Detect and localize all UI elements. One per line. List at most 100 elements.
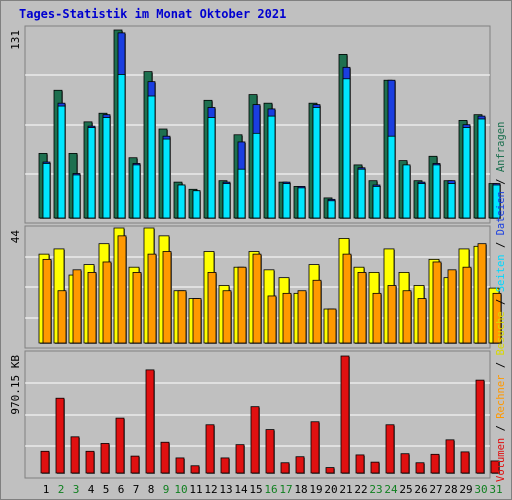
bar-volumen-day-23: [370, 461, 380, 474]
bar-volumen-day-15: [250, 406, 260, 474]
bar-seiten-day-7: [132, 164, 141, 219]
bar-volumen-day-25: [400, 453, 410, 474]
bar-seiten-day-14: [237, 168, 246, 219]
x-label-day-14: 14: [234, 483, 248, 496]
x-label-day-3: 3: [73, 483, 80, 496]
x-label-day-9: 9: [163, 483, 170, 496]
bar-rechner-day-22: [357, 272, 367, 344]
x-label-day-24: 24: [384, 483, 398, 496]
x-label-day-2: 2: [58, 483, 65, 496]
bar-rechner-day-20: [327, 308, 337, 344]
bar-volumen-day-24: [385, 424, 395, 474]
bar-seiten-day-5: [102, 117, 111, 219]
y-max-label-bottom: 970.15 KB: [9, 355, 22, 415]
x-label-day-17: 17: [279, 483, 292, 496]
bar-rechner-day-12: [207, 272, 217, 344]
bar-rechner-day-27: [432, 261, 442, 344]
bar-rechner-day-1: [42, 258, 52, 344]
chart-panels: 131 44 970.15 KB: [9, 25, 502, 479]
x-label-day-13: 13: [219, 483, 232, 496]
panel-bottom: 970.15 KB: [9, 350, 500, 479]
bar-rechner-day-7: [132, 272, 142, 344]
bar-seiten-day-20: [327, 200, 336, 219]
bar-seiten-day-25: [402, 164, 411, 219]
legend-rechner: Rechner: [495, 375, 507, 419]
bar-rechner-day-8: [147, 253, 157, 344]
bar-volumen-day-19: [310, 421, 320, 474]
bar-volumen-day-9: [160, 441, 170, 474]
x-label-day-30: 30: [474, 483, 487, 496]
bar-rechner-day-16: [267, 295, 277, 344]
bar-seiten-day-19: [312, 107, 321, 219]
x-label-day-11: 11: [189, 483, 202, 496]
right-axis-legend: Volumen / Rechner / Besuche / Seiten / D…: [495, 122, 507, 482]
x-label-day-6: 6: [118, 483, 125, 496]
bar-seiten-day-18: [297, 187, 306, 219]
bar-seiten-day-3: [72, 174, 81, 219]
x-label-day-29: 29: [459, 483, 472, 496]
bar-seiten-day-24: [387, 135, 396, 219]
bar-seiten-day-16: [267, 115, 276, 219]
legend-dateien: Dateien: [495, 191, 507, 235]
bar-seiten-day-2: [57, 105, 66, 219]
legend-separator: /: [495, 292, 507, 311]
bar-rechner-day-10: [177, 290, 187, 344]
bar-seiten-day-4: [87, 127, 96, 219]
x-label-day-19: 19: [309, 483, 322, 496]
bar-rechner-day-26: [417, 298, 427, 344]
x-axis-labels: 1 2 3 4 5 6 7 8 9 10 11 12 13 14 15 16 17 18 19 20 21 22 23 24 2…: [43, 483, 503, 496]
bar-volumen-day-21: [340, 355, 350, 474]
bar-rechner-day-6: [117, 235, 127, 344]
bar-rechner-day-19: [312, 279, 322, 344]
bar-volumen-day-31: [490, 460, 500, 474]
bar-volumen-day-8: [145, 369, 155, 474]
bar-seiten-day-12: [207, 117, 216, 219]
bar-volumen-day-27: [430, 453, 440, 474]
bar-rechner-day-28: [447, 269, 457, 344]
bar-volumen-day-14: [235, 444, 245, 474]
bar-rechner-day-14: [237, 266, 247, 344]
y-max-label-middle: 44: [9, 230, 22, 244]
bar-rechner-day-5: [102, 261, 112, 344]
bar-seiten-day-23: [372, 186, 381, 219]
bar-seiten-day-29: [462, 127, 471, 219]
bar-volumen-day-2: [55, 397, 65, 474]
x-label-day-18: 18: [294, 483, 307, 496]
bar-rechner-day-11: [192, 298, 202, 344]
panel-top: 131: [9, 25, 501, 224]
bar-volumen-day-6: [115, 417, 125, 474]
x-label-day-10: 10: [174, 483, 187, 496]
x-label-day-20: 20: [324, 483, 337, 496]
panel-middle: 44: [9, 225, 502, 349]
bar-volumen-day-17: [280, 462, 290, 474]
bar-rechner-day-2: [57, 290, 67, 344]
bar-seiten-day-27: [432, 164, 441, 219]
bar-volumen-day-30: [475, 379, 485, 474]
chart-title: Tages-Statistik im Monat Oktober 2021: [19, 7, 287, 21]
y-max-label-top: 131: [9, 30, 22, 50]
bar-rechner-day-29: [462, 266, 472, 344]
bar-volumen-day-13: [220, 457, 230, 474]
legend-anfragen: Anfragen: [495, 122, 507, 173]
bar-seiten-day-31: [492, 184, 501, 219]
bar-seiten-day-17: [282, 183, 291, 219]
bar-seiten-day-11: [192, 190, 201, 219]
x-label-day-16: 16: [264, 483, 277, 496]
bar-seiten-day-15: [252, 132, 261, 219]
bar-rechner-day-21: [342, 253, 352, 344]
legend-separator: /: [495, 172, 507, 191]
x-label-day-25: 25: [399, 483, 412, 496]
bar-volumen-day-20: [325, 467, 335, 474]
bar-seiten-day-26: [417, 183, 426, 219]
bar-rechner-day-3: [72, 269, 82, 344]
bar-seiten-day-9: [162, 138, 171, 219]
x-label-day-27: 27: [429, 483, 442, 496]
bar-seiten-day-21: [342, 78, 351, 219]
bar-rechner-day-13: [222, 290, 232, 344]
legend-seiten: Seiten: [495, 254, 507, 292]
x-label-day-31: 31: [489, 483, 502, 496]
bar-volumen-day-26: [415, 462, 425, 474]
legend-separator: /: [495, 356, 507, 375]
bar-seiten-day-6: [117, 74, 126, 219]
